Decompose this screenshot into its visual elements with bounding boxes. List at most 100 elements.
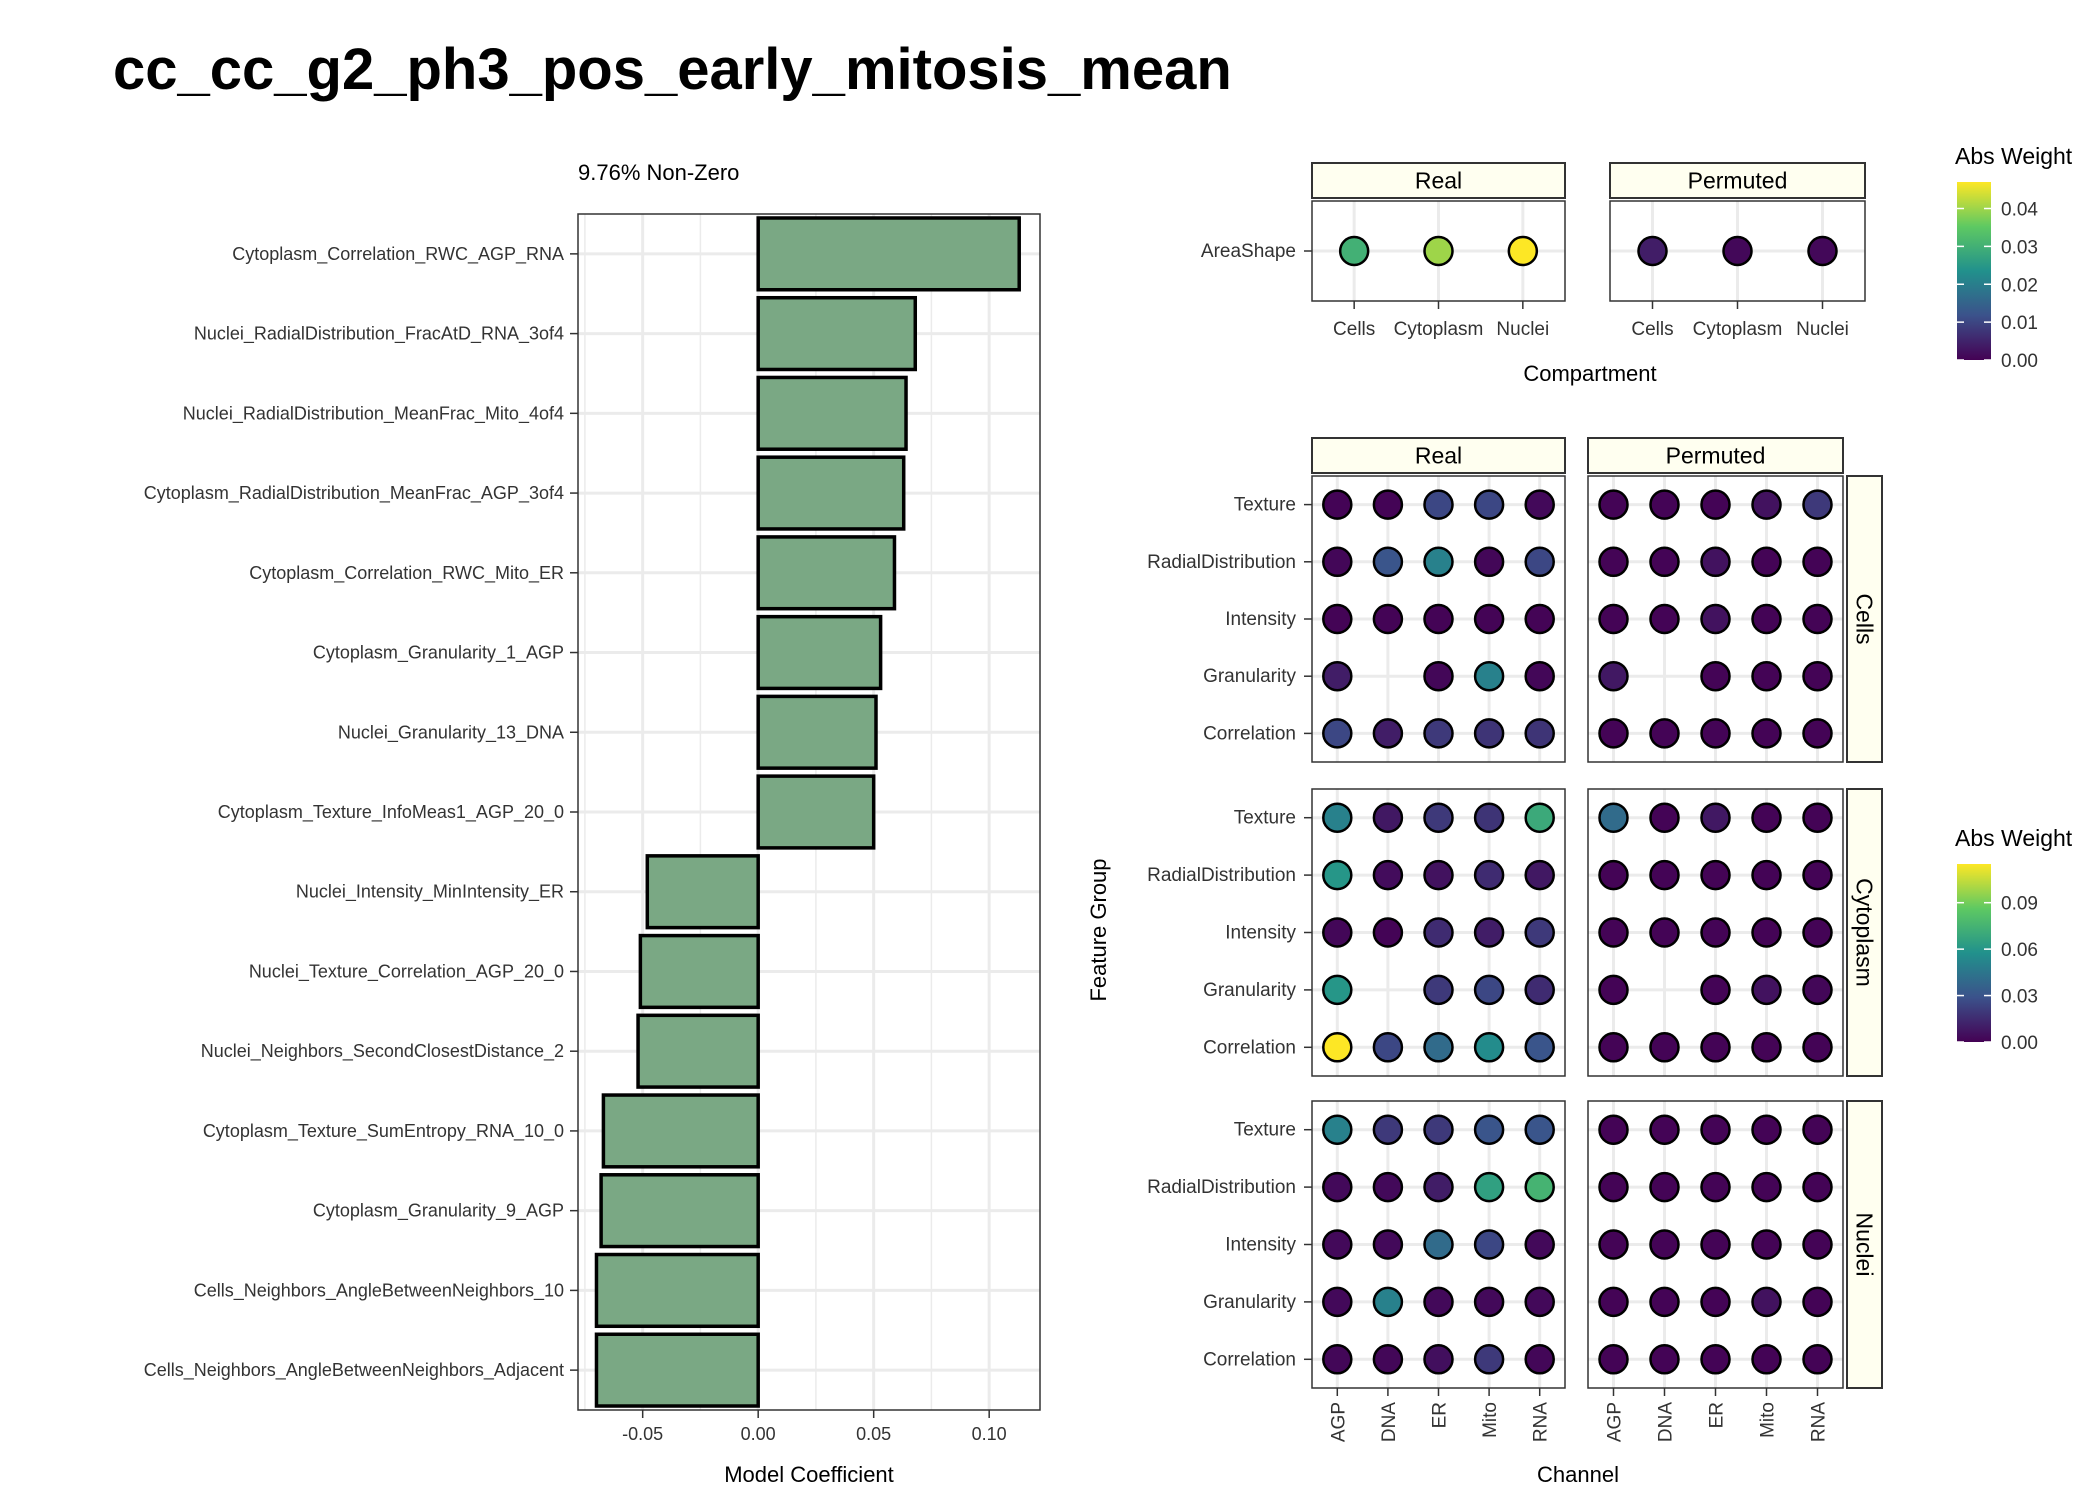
channel-x-tick-label: DNA: [1656, 1402, 1677, 1442]
bar: [594, 1252, 760, 1329]
dot-point: [1322, 718, 1353, 749]
legend-area-tick-label: 0.00: [2001, 351, 2038, 372]
dot-point: [1372, 603, 1404, 635]
dot-point: [1322, 1286, 1353, 1318]
area-x-tick-label: Cells: [1333, 319, 1375, 340]
channel-y-tick-label: Correlation: [1203, 723, 1296, 744]
channel-y-tick-label: RadialDistribution: [1147, 1177, 1296, 1198]
dot-point: [1473, 546, 1505, 578]
dot-point: [1473, 1171, 1505, 1203]
dot-point: [1524, 546, 1555, 578]
channel-y-tick-label: RadialDistribution: [1147, 865, 1296, 886]
channel-y-tick-label: Texture: [1234, 808, 1296, 829]
dot-point: [1802, 1229, 1833, 1260]
dot-point: [1802, 802, 1833, 833]
dot-point: [1751, 974, 1782, 1006]
dot-point: [1473, 1286, 1505, 1318]
legend-area-title: Abs Weight: [1955, 143, 2073, 169]
legend-channel-tick-label: 0.06: [2001, 940, 2038, 961]
legend-area-tick-label: 0.03: [2001, 237, 2038, 258]
dot-point: [1372, 802, 1404, 833]
dot-point: [1423, 1114, 1454, 1145]
dot-point: [1598, 1114, 1629, 1145]
dot-point: [1423, 1229, 1454, 1260]
legend-channel-tick-label: 0.00: [2001, 1033, 2038, 1054]
channel-y-tick-label: Intensity: [1225, 609, 1296, 630]
bar: [594, 1332, 760, 1408]
dot-point: [1802, 718, 1833, 749]
dot-point: [1473, 802, 1505, 833]
dot-point: [1423, 1032, 1454, 1063]
dot-point: [1802, 1286, 1833, 1318]
dot-point: [1524, 917, 1555, 948]
dot-point: [1473, 974, 1505, 1006]
dot-point: [1751, 1032, 1782, 1063]
dot-point: [1524, 1344, 1555, 1375]
dot-point: [1372, 546, 1404, 578]
dot-point: [1802, 546, 1833, 578]
dot-point: [1649, 1032, 1680, 1063]
bar: [756, 535, 897, 611]
legend-area-tick-label: 0.04: [2001, 200, 2038, 221]
dot-point: [1423, 603, 1454, 635]
dot-point: [1473, 1032, 1505, 1063]
dot-point: [1322, 859, 1353, 891]
dot-point: [1423, 802, 1454, 833]
bar: [756, 295, 918, 372]
dot-point: [1807, 235, 1838, 267]
dot-point: [1372, 489, 1404, 520]
dot-point: [1322, 1114, 1353, 1145]
dot-panel-border: [1587, 788, 1844, 1077]
dot-point: [1372, 1114, 1404, 1145]
dot-point: [1598, 974, 1629, 1006]
dot-point: [1598, 859, 1629, 891]
bar-x-axis-label: Model Coefficient: [724, 1462, 894, 1487]
dot-point: [1802, 603, 1833, 635]
dot-point: [1598, 1171, 1629, 1203]
channel-y-tick-label: Texture: [1234, 1120, 1296, 1141]
channel-facet-strip-permuted-label: Permuted: [1666, 443, 1766, 469]
dot-point: [1322, 603, 1353, 635]
legend-channel-title: Abs Weight: [1955, 825, 2073, 851]
dot-point: [1524, 802, 1555, 833]
dot-point: [1322, 802, 1353, 833]
legend-area-tick-label: 0.01: [2001, 313, 2038, 334]
area-facet-strip-permuted-label: Permuted: [1688, 168, 1788, 194]
area-x-tick-label: Cells: [1631, 319, 1673, 340]
dot-point: [1700, 1344, 1731, 1375]
dot-point: [1598, 603, 1629, 635]
dot-point: [1507, 235, 1539, 267]
legend-channel: Abs Weight 0.00 0.03 0.06 0.09: [1955, 825, 2073, 1054]
bar: [756, 774, 876, 850]
dot-point: [1372, 859, 1404, 891]
coefficient-bar-chart: Cytoplasm_Correlation_RWC_AGP_RNA Nuclei_…: [144, 160, 1041, 1487]
dot-point: [1598, 489, 1629, 520]
dot-point: [1322, 1344, 1353, 1375]
channel-y-tick-label: Granularity: [1203, 980, 1296, 1001]
channel-panel-permuted-nuclei: [1587, 1100, 1844, 1389]
dot-point: [1598, 1032, 1629, 1063]
channel-x-tick-label: AGP: [1605, 1402, 1626, 1442]
dot-point: [1802, 660, 1833, 692]
bar: [756, 216, 1021, 292]
legend-area: Abs Weight 0.00 0.01 0.02 0.03 0.04: [1955, 143, 2073, 372]
dot-point: [1751, 1114, 1782, 1145]
compartment-strip-cytoplasm: [1846, 788, 1883, 1077]
dot-point: [1649, 1229, 1680, 1260]
bar-category-label: Nuclei_RadialDistribution_FracAtD_RNA_3o…: [194, 324, 564, 345]
dot-point: [1649, 1286, 1680, 1318]
channel-x-tick-label: ER: [1707, 1402, 1728, 1428]
areashape-dot-chart: Real Cells Cytoplasm Nuclei Permuted Cells Cyt…: [1201, 162, 1866, 386]
bar-category-label: Cytoplasm_Correlation_RWC_AGP_RNA: [232, 244, 564, 265]
channel-y-tick-label: Correlation: [1203, 1037, 1296, 1058]
dot-point: [1598, 1229, 1629, 1260]
channel-panel-real-nuclei: [1311, 1100, 1566, 1389]
dot-point: [1649, 603, 1680, 635]
legend-area-tick-label: 0.02: [2001, 275, 2038, 296]
dot-point: [1751, 603, 1782, 635]
dot-point: [1423, 917, 1454, 948]
bar-x-tick-label: -0.05: [622, 1424, 663, 1444]
dot-point: [1372, 1344, 1404, 1375]
dot-point: [1372, 917, 1404, 948]
